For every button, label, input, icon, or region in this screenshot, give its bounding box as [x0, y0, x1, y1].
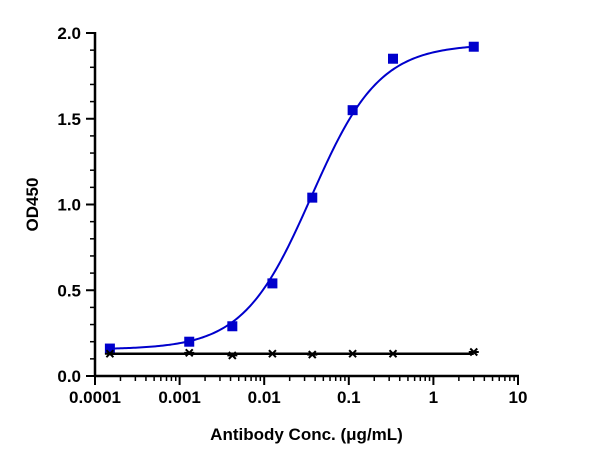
- series-layer: [104, 41, 479, 360]
- y-tick-label: 2.0: [57, 24, 81, 43]
- data-point: [267, 349, 278, 358]
- x-tick-label: 0.01: [248, 388, 281, 407]
- x-axis-title: Antibody Conc. (μg/mL): [210, 425, 403, 444]
- data-point: [387, 349, 398, 358]
- data-point: [227, 321, 238, 332]
- data-point: [468, 347, 479, 357]
- series-2: [104, 347, 479, 360]
- x-ticks: 0.0001 0.001 0.01 0.1 1 10: [69, 376, 527, 407]
- data-point: [347, 105, 358, 116]
- axes: 0.0001 0.001 0.01 0.1 1 10 0.0 0.5 1.0 1.5 2.0: [57, 24, 527, 407]
- x-tick-label: 10: [509, 388, 528, 407]
- data-point: [104, 343, 115, 354]
- data-point: [267, 278, 278, 289]
- x-tick-label: 0.001: [158, 388, 201, 407]
- data-point: [307, 350, 318, 359]
- data-point: [387, 53, 398, 64]
- data-point: [104, 349, 115, 358]
- y-tick-label: 1.0: [57, 196, 81, 215]
- y-tick-label: 0.5: [57, 281, 81, 300]
- y-ticks: 0.0 0.5 1.0 1.5 2.0: [57, 24, 95, 386]
- y-tick-label: 0.0: [57, 367, 81, 386]
- data-point: [184, 336, 195, 347]
- data-point: [347, 349, 358, 358]
- y-tick-label: 1.5: [57, 110, 81, 129]
- series-1: [104, 41, 479, 354]
- x-tick-label: 0.0001: [69, 388, 121, 407]
- fit-curve: [109, 45, 474, 350]
- x-tick-label: 1: [429, 388, 438, 407]
- data-point: [184, 348, 195, 358]
- y-axis-title: OD450: [23, 178, 42, 232]
- data-point: [307, 192, 318, 203]
- x-tick-label: 0.1: [337, 388, 361, 407]
- data-point: [468, 41, 479, 52]
- data-point: [227, 351, 238, 360]
